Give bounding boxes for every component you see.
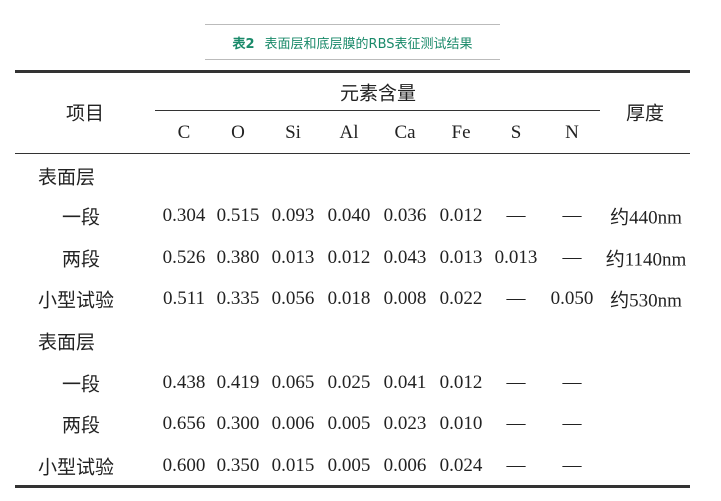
table-cell: 0.050 xyxy=(550,288,594,309)
section-label: 表面层 xyxy=(38,331,96,354)
header-element-si: Si xyxy=(285,122,301,143)
row-label: 一段 xyxy=(62,206,101,229)
table-cell: 0.036 xyxy=(383,205,427,226)
table-cell: 0.335 xyxy=(216,288,260,309)
table-cell: 0.526 xyxy=(162,247,206,268)
table-cell: 0.041 xyxy=(383,372,427,393)
section-label: 表面层 xyxy=(38,166,96,189)
table-cell: 0.005 xyxy=(327,413,371,434)
thickness-cell: 约440nm xyxy=(610,207,682,229)
thickness-cell: 约530nm xyxy=(610,290,682,312)
table-cell: — xyxy=(562,372,582,393)
table-cell: 0.006 xyxy=(271,413,315,434)
header-rule xyxy=(15,153,690,154)
table-cell: — xyxy=(562,205,582,226)
header-group: 元素含量 xyxy=(339,83,417,105)
table-cell: 0.012 xyxy=(327,247,371,268)
table-cell: — xyxy=(506,288,526,309)
header-element-n: N xyxy=(565,122,579,143)
header-item: 项目 xyxy=(65,103,105,125)
table-cell: 0.438 xyxy=(162,372,206,393)
table-cell: — xyxy=(506,455,526,476)
table-cell: — xyxy=(562,455,582,476)
table-cell: — xyxy=(562,413,582,434)
table-cell: 0.012 xyxy=(439,205,483,226)
table-cell: 0.300 xyxy=(216,413,260,434)
table-cell: 0.010 xyxy=(439,413,483,434)
table-title: 表面层和底层膜的RBS表征测试结果 xyxy=(264,36,473,52)
header-element-ca: Ca xyxy=(394,122,416,143)
table-cell: 0.024 xyxy=(439,455,483,476)
table-cell: 0.040 xyxy=(327,205,371,226)
group-rule xyxy=(155,110,600,111)
table-cell: 0.350 xyxy=(216,455,260,476)
table-cell: — xyxy=(506,372,526,393)
row-label: 小型试验 xyxy=(38,289,115,312)
table-cell: 0.304 xyxy=(162,205,206,226)
table-cell: 0.023 xyxy=(383,413,427,434)
header-element-fe: Fe xyxy=(451,122,471,143)
table-cell: 0.013 xyxy=(494,247,538,268)
table-cell: 0.012 xyxy=(439,372,483,393)
header-element-al: Al xyxy=(339,122,359,143)
table-cell: 0.018 xyxy=(327,288,371,309)
table-cell: — xyxy=(506,413,526,434)
table-cell: 0.511 xyxy=(162,288,206,309)
table-cell: 0.013 xyxy=(271,247,315,268)
bottom-rule xyxy=(15,485,690,488)
table-caption: 表2 表面层和底层膜的RBS表征测试结果 xyxy=(205,24,500,60)
table-cell: 0.015 xyxy=(271,455,315,476)
table-cell: 0.515 xyxy=(216,205,260,226)
row-label: 一段 xyxy=(62,373,101,396)
header-element-c: C xyxy=(177,122,191,143)
row-label: 两段 xyxy=(62,414,101,437)
table-cell: 0.380 xyxy=(216,247,260,268)
table-cell: 0.008 xyxy=(383,288,427,309)
table-number: 表2 xyxy=(232,36,255,52)
thickness-cell: 约1140nm xyxy=(605,249,687,271)
header-element-s: S xyxy=(510,122,522,143)
table-cell: 0.006 xyxy=(383,455,427,476)
table-cell: 0.025 xyxy=(327,372,371,393)
table-cell: 0.022 xyxy=(439,288,483,309)
table-cell: — xyxy=(562,247,582,268)
table-cell: 0.013 xyxy=(439,247,483,268)
table-cell: 0.600 xyxy=(162,455,206,476)
table-cell: 0.043 xyxy=(383,247,427,268)
row-label: 两段 xyxy=(62,248,101,271)
table-cell: 0.065 xyxy=(271,372,315,393)
top-rule xyxy=(15,70,690,73)
table-cell: 0.656 xyxy=(162,413,206,434)
header-element-o: O xyxy=(231,122,245,143)
table-cell: 0.093 xyxy=(271,205,315,226)
table-cell: 0.419 xyxy=(216,372,260,393)
table-cell: 0.005 xyxy=(327,455,371,476)
table-cell: — xyxy=(506,205,526,226)
header-thickness: 厚度 xyxy=(625,103,665,125)
table-cell: 0.056 xyxy=(271,288,315,309)
row-label: 小型试验 xyxy=(38,456,115,479)
